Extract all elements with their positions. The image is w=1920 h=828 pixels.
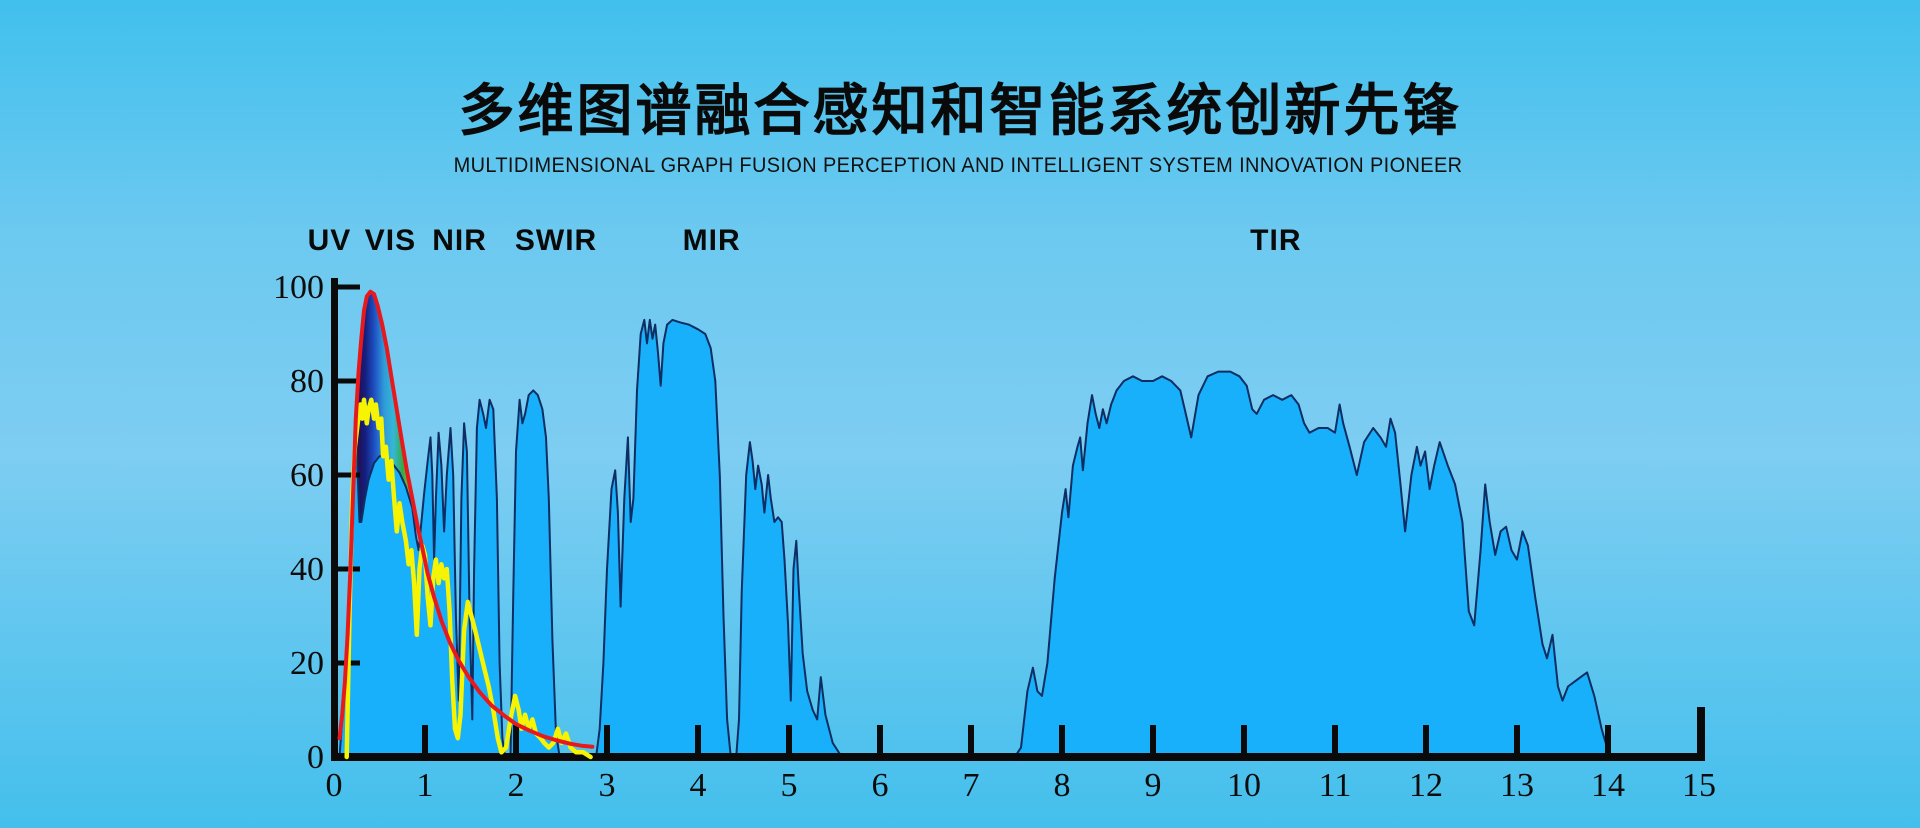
x-tick	[968, 725, 974, 753]
x-tick	[1241, 725, 1247, 753]
x-tick-label: 14	[1591, 767, 1625, 804]
x-tick-label: 11	[1319, 767, 1352, 804]
solar-spectrum-curve	[344, 397, 593, 760]
x-tick-label: 5	[781, 767, 798, 804]
y-tick-label: 0	[307, 739, 324, 776]
band-label-swir: SWIR	[514, 224, 598, 257]
x-tick-label: 15	[1682, 767, 1716, 804]
band-label-uv: UV	[307, 224, 352, 257]
y-tick-label: 60	[290, 457, 324, 494]
x-tick	[422, 725, 428, 753]
x-tick-label: 10	[1227, 767, 1261, 804]
x-tick	[695, 725, 701, 753]
y-tick-label: 20	[290, 645, 324, 682]
y-tick-label: 100	[273, 269, 324, 306]
page-title: 多维图谱融合感知和智能系统创新先锋	[458, 79, 1462, 142]
x-tick-label: 3	[599, 767, 616, 804]
band-label-vis: VIS	[364, 224, 417, 257]
x-tick	[1332, 725, 1338, 753]
x-tick	[1059, 725, 1065, 753]
x-tick	[1514, 725, 1520, 753]
x-tick	[604, 725, 610, 753]
y-tick	[338, 284, 360, 290]
y-tick-label: 40	[290, 551, 324, 588]
y-tick	[338, 472, 360, 478]
band-label-tir: TIR	[1250, 224, 1302, 257]
blackbody-envelope-curve	[337, 289, 595, 749]
x-tick	[1423, 725, 1429, 753]
x-tick-label: 2	[508, 767, 525, 804]
x-tick-label: 9	[1145, 767, 1162, 804]
band-label-nir: NIR	[432, 224, 487, 257]
x-tick-label: 13	[1500, 767, 1534, 804]
x-tick-label: 12	[1409, 767, 1443, 804]
x-tick-label: 1	[417, 767, 434, 804]
x-tick-label: 6	[872, 767, 889, 804]
x-tick	[1150, 725, 1156, 753]
x-tick-label: 7	[963, 767, 980, 804]
x-axis-end-cap	[1697, 707, 1705, 757]
x-tick-label: 4	[690, 767, 707, 804]
y-tick-label: 80	[290, 363, 324, 400]
x-tick-label: 8	[1054, 767, 1071, 804]
transmission-windows-area	[338, 318, 1623, 758]
band-label-mir: MIR	[682, 224, 741, 257]
y-axis-line	[331, 278, 338, 761]
y-tick	[338, 378, 360, 384]
x-tick-label: 0	[326, 767, 343, 804]
x-tick	[877, 725, 883, 753]
x-axis-line	[331, 753, 1705, 761]
x-tick	[513, 725, 519, 753]
page-subtitle: MULTIDIMENSIONAL GRAPH FUSION PERCEPTION…	[453, 154, 1463, 177]
x-tick	[786, 725, 792, 753]
x-tick	[1605, 725, 1611, 753]
